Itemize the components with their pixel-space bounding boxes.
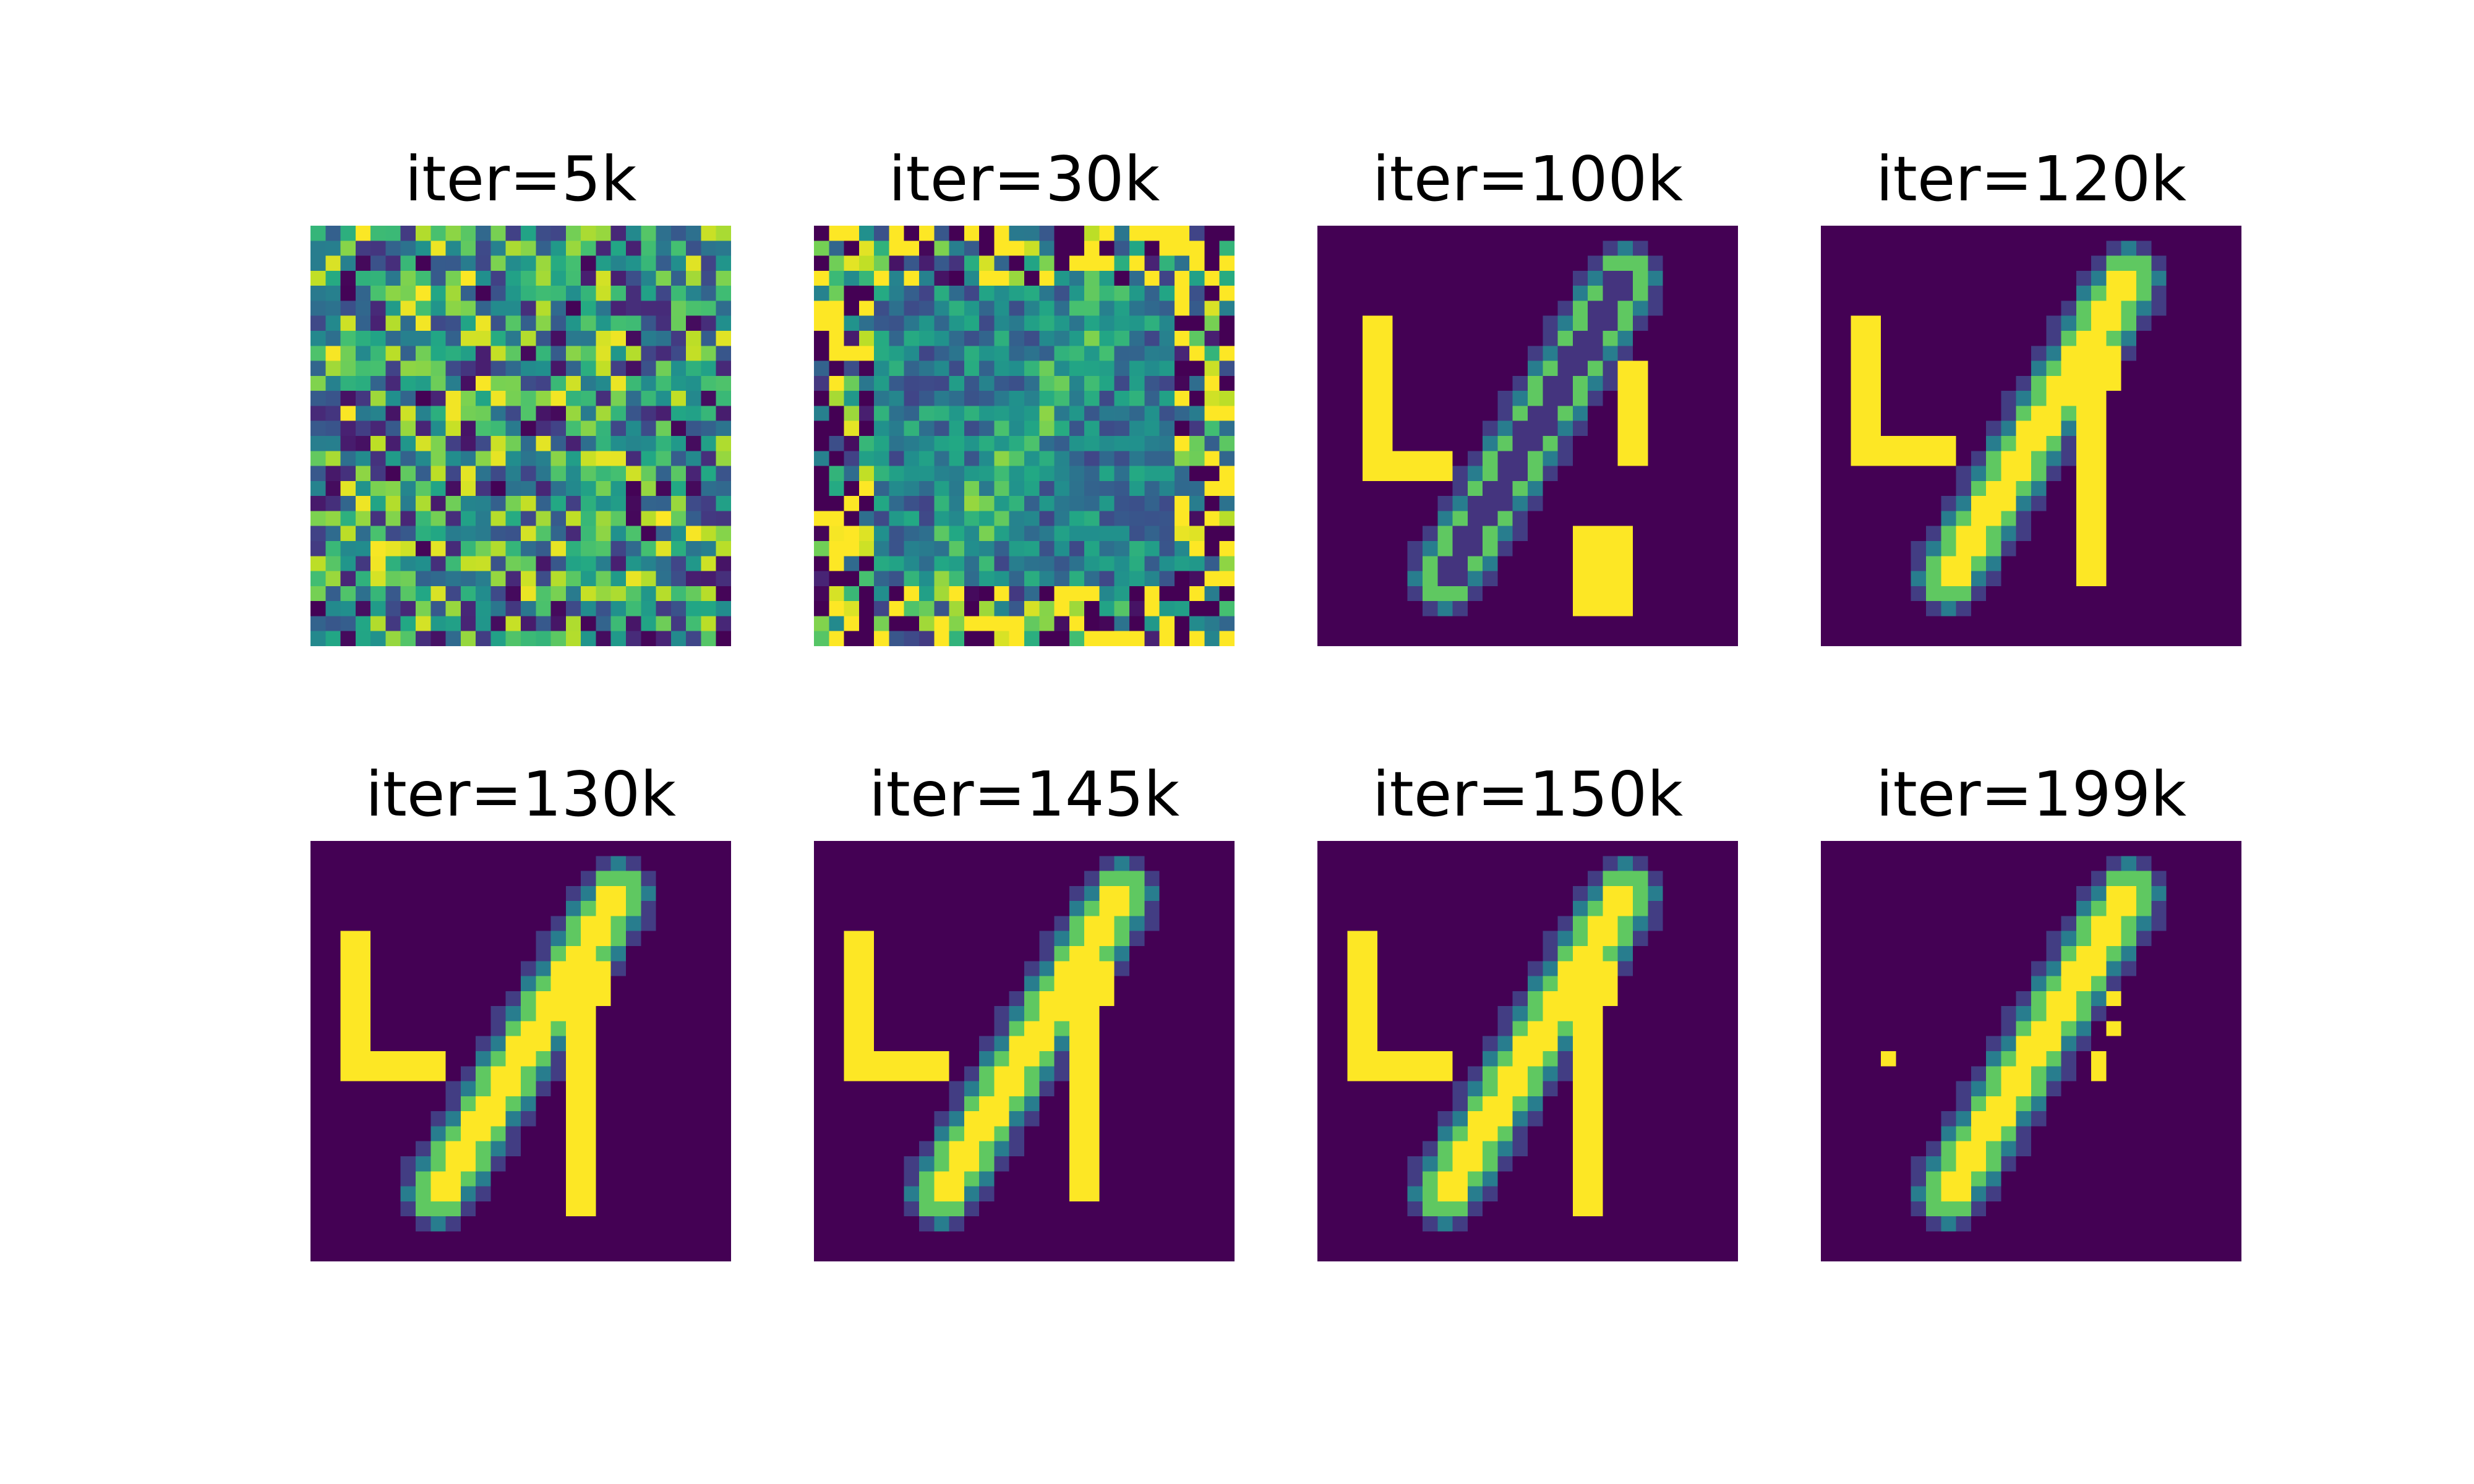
panel-title: iter=150k — [1372, 758, 1684, 830]
generated-image — [310, 226, 731, 646]
panel-title: iter=30k — [888, 143, 1160, 215]
generated-image — [1317, 841, 1738, 1261]
generated-image — [1821, 841, 2241, 1261]
panel-title: iter=130k — [365, 758, 677, 830]
generated-image — [310, 841, 731, 1261]
generated-image — [1821, 226, 2241, 646]
panel-title: iter=145k — [868, 758, 1180, 830]
panel-title: iter=199k — [1875, 758, 2187, 830]
generated-image — [814, 841, 1235, 1261]
generated-image — [1317, 226, 1738, 646]
panel-title: iter=120k — [1875, 143, 2187, 215]
panel-title: iter=100k — [1372, 143, 1684, 215]
panel-title: iter=5k — [404, 143, 637, 215]
generated-image — [814, 226, 1235, 646]
